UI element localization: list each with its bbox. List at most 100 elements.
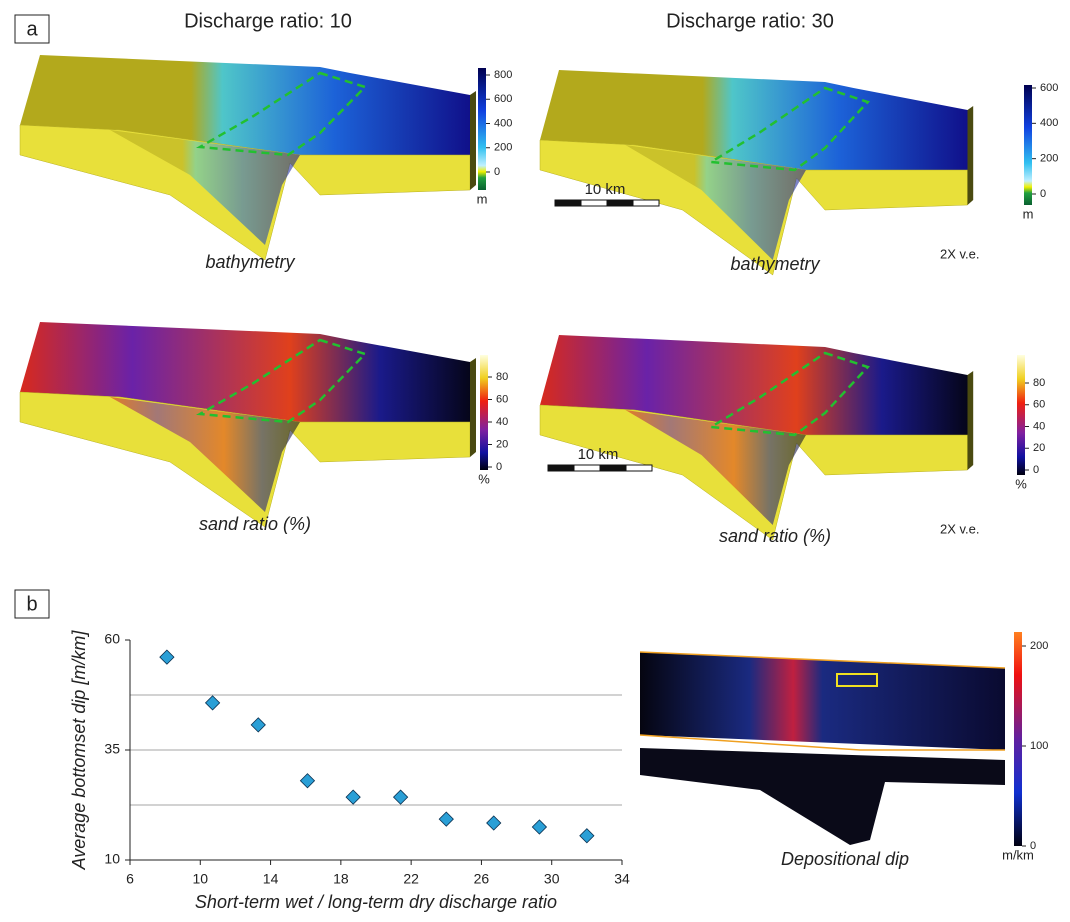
scale-bar-segment (547, 464, 575, 472)
colorbar-label: 0 (1033, 464, 1039, 476)
colorbar (478, 68, 486, 190)
x-axis-title: Short-term wet / long-term dry discharge… (195, 892, 557, 912)
data-point (392, 789, 409, 805)
dashed-outline (707, 351, 870, 437)
colorbar-unit: % (1015, 476, 1027, 491)
data-point (159, 649, 175, 665)
data-point (204, 695, 221, 711)
scale-bar-segment (632, 199, 660, 207)
block-side (967, 106, 974, 205)
colorbar-label: 600 (1040, 82, 1058, 94)
colorbar-label: 200 (1040, 153, 1058, 165)
colorbar-label: 40 (496, 416, 508, 428)
dip-map-top (640, 652, 1005, 750)
block-strata (625, 145, 806, 260)
x-tick-label: 22 (403, 871, 419, 887)
outline (639, 651, 1006, 669)
block-strata (110, 397, 300, 512)
x-tick-label: 30 (544, 871, 560, 887)
block-strata (625, 410, 806, 525)
x-tick-label: 10 (192, 871, 208, 887)
y-axis-title: Average bottomset dip [m/km] (69, 630, 89, 871)
column-title: Discharge ratio: 30 (666, 10, 834, 32)
y-tick-label: 10 (104, 851, 120, 867)
caption: sand ratio (%) (199, 514, 311, 534)
caption: bathymetry (205, 252, 295, 272)
panel-label-box (14, 589, 50, 619)
panel-label: a (26, 18, 38, 40)
colorbar-label: 60 (496, 393, 508, 405)
block-top (540, 70, 968, 170)
colorbar-label: 0 (496, 461, 502, 473)
colorbar-label: 100 (1030, 740, 1048, 752)
scale-bar-segment (599, 464, 627, 472)
caption: Depositional dip (781, 849, 909, 869)
data-point (345, 789, 361, 805)
scale-bar-segment (554, 199, 582, 207)
block-top (20, 55, 470, 155)
colorbar-label: 20 (1033, 442, 1045, 454)
caption: bathymetry (730, 254, 820, 274)
colorbar (1014, 632, 1022, 846)
data-point (486, 815, 502, 831)
colorbar (1024, 85, 1032, 205)
colorbar-label: 800 (494, 69, 512, 81)
selection-box (836, 673, 878, 687)
colorbar-label: 60 (1033, 399, 1045, 411)
x-tick-label: 34 (614, 871, 630, 887)
colorbar (480, 355, 488, 470)
column-title: Discharge ratio: 10 (184, 10, 352, 32)
exaggeration: 2X v.e. (940, 521, 980, 536)
colorbar-unit: m (1023, 206, 1034, 221)
exaggeration: 2X v.e. (940, 246, 980, 261)
colorbar (1017, 355, 1025, 475)
scale-bar-segment (606, 199, 634, 207)
colorbar-label: 200 (494, 142, 512, 154)
y-tick-label: 35 (104, 741, 120, 757)
colorbar-label: 80 (496, 371, 508, 383)
colorbar-label: 0 (1030, 840, 1036, 852)
dashed-outline (195, 338, 368, 424)
data-point (250, 717, 266, 733)
block-top (20, 322, 470, 422)
outline (639, 734, 1005, 751)
x-tick-label: 14 (263, 871, 279, 887)
data-point (531, 819, 548, 835)
colorbar-unit: % (478, 471, 490, 486)
scale-bar-segment (580, 199, 608, 207)
block-strata (110, 130, 300, 245)
colorbar-label: 0 (1040, 188, 1046, 200)
colorbar-label: 40 (1033, 420, 1045, 432)
block-side (967, 371, 974, 470)
scale-bar-segment (625, 464, 653, 472)
x-tick-label: 18 (333, 871, 349, 887)
x-tick-label: 6 (126, 871, 134, 887)
colorbar-label: 80 (1033, 377, 1045, 389)
y-tick-label: 60 (104, 631, 120, 647)
data-point (438, 811, 454, 827)
colorbar-label: 20 (496, 438, 508, 450)
panel-label: b (26, 593, 37, 615)
dashed-outline (707, 86, 870, 172)
colorbar-label: 400 (1040, 117, 1058, 129)
block-top (540, 335, 968, 435)
colorbar-unit: m/km (1002, 847, 1034, 862)
dashed-outline (195, 71, 368, 157)
colorbar-unit: m (477, 191, 488, 206)
colorbar-label: 0 (494, 166, 500, 178)
colorbar-label: 400 (494, 117, 512, 129)
block-side (470, 91, 476, 190)
scale-bar-label: 10 km (585, 181, 626, 198)
colorbar-label: 200 (1030, 640, 1048, 652)
dip-map-front (640, 748, 1005, 845)
scale-bar-segment (573, 464, 601, 472)
colorbar-label: 600 (494, 93, 512, 105)
scale-bar-label: 10 km (578, 446, 619, 463)
panel-label-box (14, 14, 50, 44)
caption: sand ratio (%) (719, 526, 831, 546)
data-point (299, 773, 316, 789)
x-tick-label: 26 (474, 871, 490, 887)
block-side (470, 358, 476, 457)
